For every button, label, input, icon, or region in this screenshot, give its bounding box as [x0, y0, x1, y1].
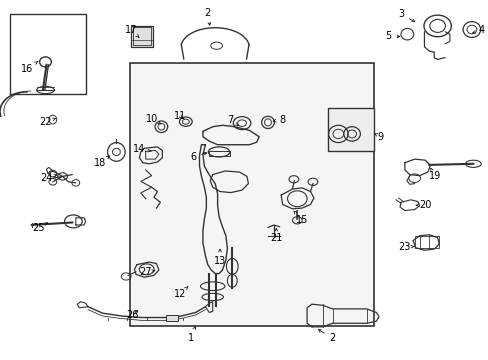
Bar	[131, 26, 153, 47]
Text: 5: 5	[385, 31, 399, 41]
Text: 3: 3	[397, 9, 414, 22]
Text: 1: 1	[187, 327, 195, 343]
Bar	[10, 14, 85, 94]
Text: 23: 23	[398, 242, 413, 252]
Text: 21: 21	[269, 228, 282, 243]
Text: 2: 2	[204, 8, 210, 25]
Text: 25: 25	[32, 222, 47, 233]
Text: 2: 2	[318, 329, 335, 343]
Text: 18: 18	[94, 156, 109, 168]
Bar	[209, 151, 229, 156]
Bar	[414, 236, 438, 248]
Text: 6: 6	[190, 152, 206, 162]
Text: 7: 7	[226, 114, 238, 126]
Bar	[166, 315, 178, 321]
Text: 12: 12	[173, 287, 187, 300]
Text: 8: 8	[273, 114, 285, 125]
Bar	[129, 63, 373, 326]
Text: 26: 26	[125, 310, 138, 320]
Text: 27: 27	[139, 267, 155, 277]
Text: 15: 15	[293, 211, 308, 225]
Text: 19: 19	[428, 168, 441, 181]
Text: 17: 17	[124, 24, 139, 37]
Text: 4: 4	[472, 24, 484, 35]
Bar	[327, 108, 373, 151]
Text: 10: 10	[145, 114, 161, 124]
Text: 13: 13	[213, 249, 226, 266]
Bar	[133, 27, 151, 45]
Text: 20: 20	[415, 200, 431, 210]
Text: 11: 11	[173, 111, 186, 121]
Text: 24: 24	[40, 173, 57, 183]
Text: 22: 22	[39, 117, 55, 127]
Text: 9: 9	[374, 132, 383, 142]
Text: 16: 16	[20, 61, 38, 74]
Text: 14: 14	[133, 144, 151, 154]
